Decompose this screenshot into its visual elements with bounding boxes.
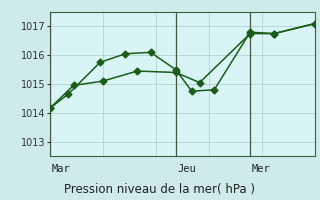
Text: Jeu: Jeu [177, 164, 196, 174]
Text: Pression niveau de la mer( hPa ): Pression niveau de la mer( hPa ) [65, 183, 255, 196]
Text: Mar: Mar [51, 164, 70, 174]
Text: Mer: Mer [252, 164, 270, 174]
